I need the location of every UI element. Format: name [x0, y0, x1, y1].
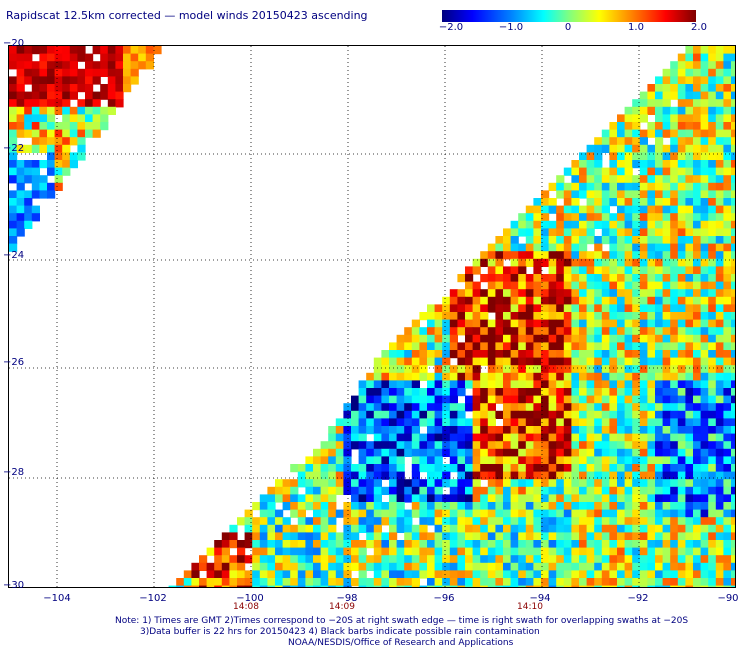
lon-label-100: −100 [236, 593, 264, 604]
lon-label-104: −104 [43, 593, 71, 604]
lon-label-96: −96 [433, 593, 455, 604]
lat-label-20: −20 [3, 38, 25, 49]
time-label-1409: 14:09 [329, 602, 355, 612]
colorbar-label-pos2: 2.0 [691, 22, 707, 33]
lat-label-28: −28 [3, 467, 25, 478]
map-title: Rapidscat 12.5km corrected — model winds… [6, 9, 368, 22]
lat-label-22: −22 [3, 143, 25, 154]
lon-label-94: −94 [529, 593, 551, 604]
lat-label-24: −24 [3, 250, 25, 261]
colorbar-label-neg1: −1.0 [498, 22, 524, 33]
note-line-3: NOAA/NESDIS/Office of Research and Appli… [288, 638, 514, 648]
lon-label-102: −102 [139, 593, 167, 604]
colorbar [442, 10, 696, 22]
time-label-1410: 14:10 [517, 602, 543, 612]
note-line-1: Note: 1) Times are GMT 2)Times correspon… [115, 616, 689, 626]
colorbar-label-neg2: −2.0 [438, 22, 464, 33]
lon-label-90: −90 [717, 593, 739, 604]
lon-label-92: −92 [627, 593, 649, 604]
map-plot-area [8, 45, 736, 588]
wind-difference-map [9, 46, 735, 587]
note-line-2: 3)Data buffer is 22 hrs for 20150423 4) … [140, 627, 540, 637]
time-label-1408: 14:08 [233, 602, 259, 612]
lat-label-30: −30 [3, 580, 25, 591]
lat-label-26: −26 [3, 357, 25, 368]
colorbar-label-pos1: 1.0 [628, 22, 644, 33]
lon-label-98: −98 [336, 593, 358, 604]
colorbar-label-zero: 0 [564, 22, 572, 33]
